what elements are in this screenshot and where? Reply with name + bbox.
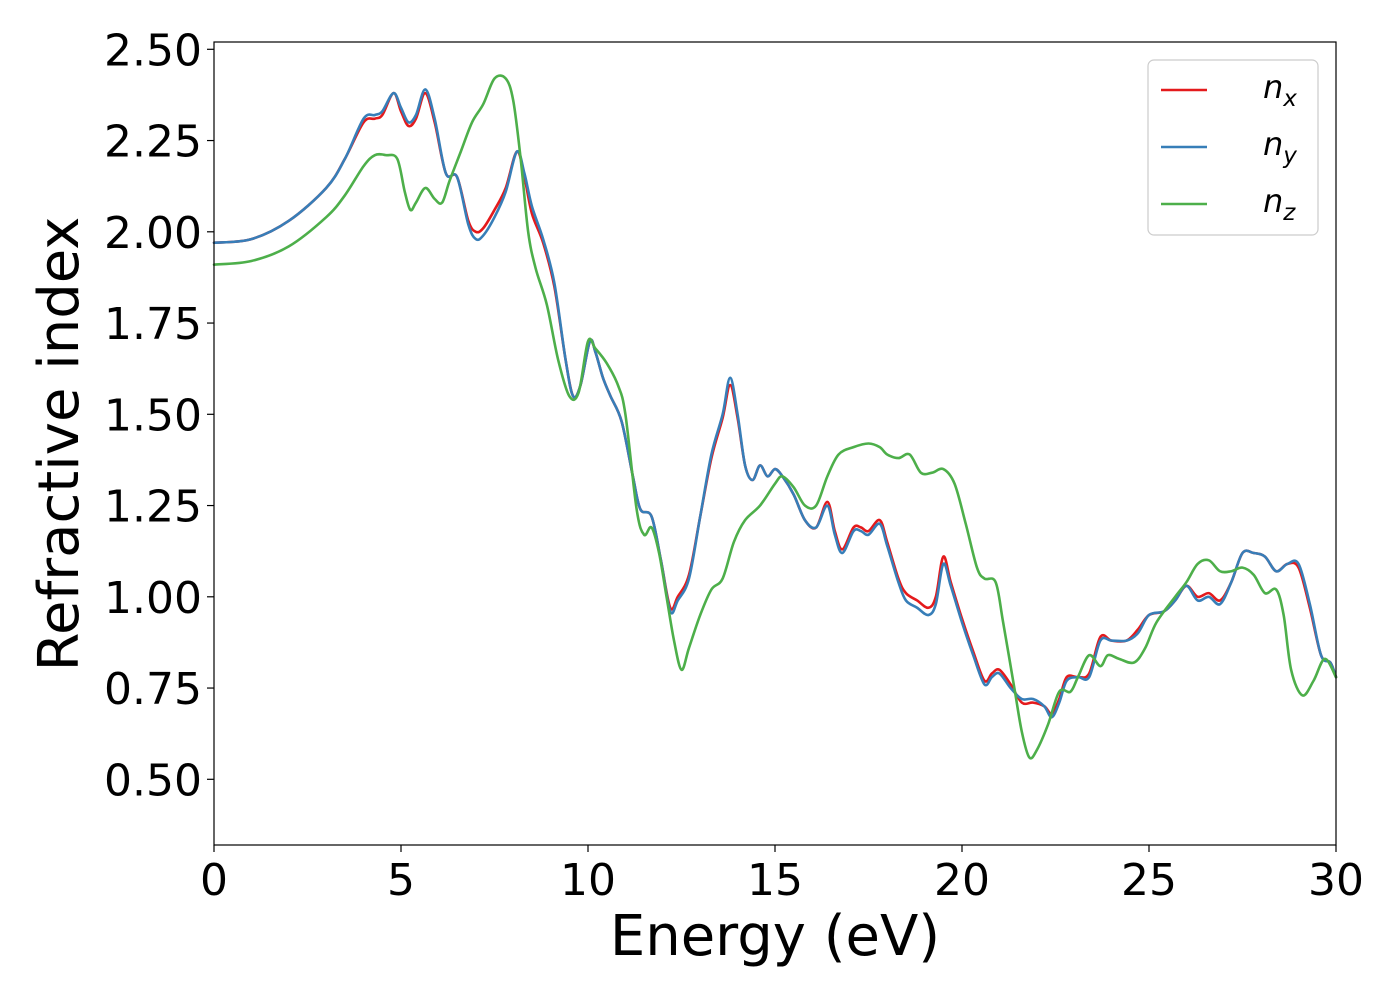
y-axis-title: Refractive index [27, 217, 92, 672]
x-tick-label: 30 [1308, 855, 1364, 906]
series-lines [212, 74, 1338, 760]
y-tick-label: 2.25 [104, 117, 202, 168]
x-tick-label: 20 [934, 855, 990, 906]
x-tick-label: 15 [747, 855, 803, 906]
x-tick-label: 10 [560, 855, 616, 906]
x-axis-ticks: 0 5 10 15 20 25 30 [200, 845, 1364, 906]
y-tick-label: 2.50 [104, 25, 202, 76]
y-tick-label: 1.00 [104, 573, 202, 624]
y-tick-label: 0.75 [104, 664, 202, 715]
legend-box [1147, 59, 1319, 236]
y-tick-label: 1.75 [104, 299, 202, 350]
y-tick-label: 0.50 [104, 755, 202, 806]
series-line-n-y [212, 88, 1338, 719]
x-tick-label: 25 [1121, 855, 1177, 906]
series-line-n-z [212, 74, 1338, 760]
y-tick-label: 1.50 [104, 390, 202, 441]
y-tick-label: 1.25 [104, 482, 202, 533]
y-tick-label: 2.00 [104, 208, 202, 259]
x-tick-label: 5 [387, 855, 415, 906]
x-tick-label: 0 [200, 855, 228, 906]
y-axis-ticks: 0.50 0.75 1.00 1.25 1.50 1.75 2.00 2.25 2.50 [104, 25, 214, 806]
x-axis-title: Energy (eV) [610, 904, 940, 969]
